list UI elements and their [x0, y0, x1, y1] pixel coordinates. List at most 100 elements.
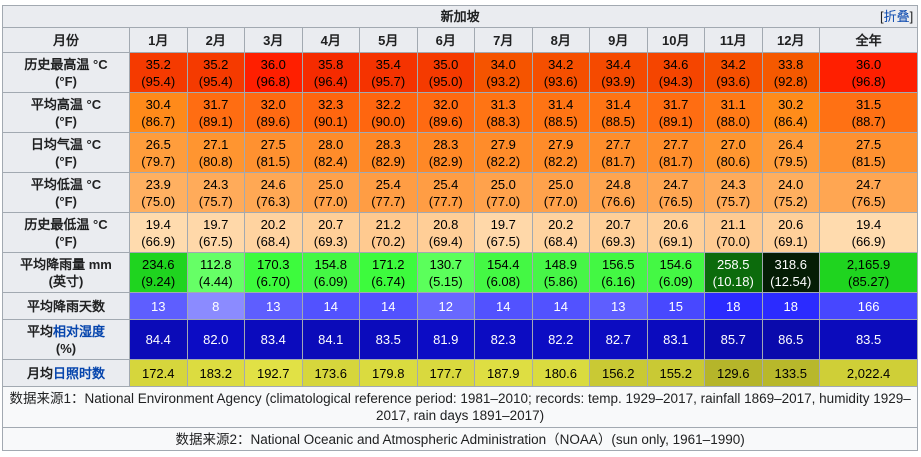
value-primary: 30.2 — [778, 96, 804, 112]
value-secondary: (77.7) — [371, 193, 406, 209]
value-cell: 83.1 — [646, 319, 705, 360]
row-label-text: 月均 — [26, 365, 53, 381]
value-primary: 177.7 — [429, 365, 463, 381]
value-primary: 27.0 — [720, 136, 746, 152]
row-label-link[interactable]: 相对湿度 — [53, 323, 106, 339]
row-label-line: 日均气温 °C — [30, 136, 102, 152]
row-label-line: 历史最低温 °C — [24, 216, 108, 232]
value-secondary: (93.6) — [716, 73, 751, 89]
value-secondary: (90.1) — [313, 113, 348, 129]
value-cell: 23.9 (75.0) — [129, 172, 188, 213]
value-cell: 24.8 (76.6) — [589, 172, 648, 213]
value-cell: 82.0 — [186, 319, 245, 360]
value-secondary: (81.7) — [658, 153, 693, 169]
value-cell: 35.2 (95.4) — [129, 52, 188, 93]
value-primary: 2,022.4 — [846, 365, 891, 381]
value-secondary: (88.7) — [851, 113, 886, 129]
value-cell: 26.5 (79.7) — [129, 132, 188, 173]
value-primary: 112.8 — [199, 256, 232, 272]
value-primary: 31.1 — [720, 96, 746, 112]
row-header: 平均低温 °C (°F) — [2, 172, 130, 213]
table-title: 新加坡 — [440, 9, 480, 24]
row-label-line: (°F) — [55, 193, 77, 209]
value-cell: 234.6 (9.24) — [129, 252, 188, 293]
value-cell: 34.4 (93.9) — [589, 52, 648, 93]
month-header: 5月 — [359, 27, 418, 53]
month-header: 3月 — [244, 27, 303, 53]
value-cell: 31.7 (89.1) — [186, 92, 245, 133]
value-secondary: (77.0) — [313, 193, 348, 209]
data-row: 平均相对湿度 (%) 84.4 82.0 83.4 84.1 83.5 81.9 82.3 82.… — [2, 319, 919, 360]
value-primary: 183.2 — [199, 365, 233, 381]
value-primary: 171.2 — [371, 256, 405, 272]
value-secondary: (88.5) — [543, 113, 578, 129]
value-primary: 24.0 — [778, 176, 804, 192]
value-secondary: (93.2) — [486, 73, 521, 89]
value-secondary: (79.5) — [773, 153, 808, 169]
value-secondary: (75.7) — [198, 193, 233, 209]
value-secondary: (76.3) — [256, 193, 291, 209]
value-primary: 154.6 — [659, 256, 693, 272]
data-row: 日均气温 °C (°F) 26.5 (79.7) 27.1 (80.8) 27.5 (81.5… — [2, 132, 919, 173]
source-note: 数据来源2：National Oceanic and Atmospheric A… — [1, 427, 919, 451]
value-cell: 25.0 (77.0) — [474, 172, 533, 213]
data-row: 平均高温 °C (°F) 30.4 (86.7) 31.7 (89.1) 32.0 (89.6… — [2, 92, 919, 133]
value-cell: 35.0 (95.0) — [416, 52, 475, 93]
value-primary: 27.1 — [203, 136, 229, 152]
collapse-toggle[interactable]: [折叠] — [879, 9, 914, 24]
value-primary: 19.7 — [490, 216, 516, 232]
value-cell: 14 — [474, 292, 533, 320]
value-secondary: (6.16) — [601, 273, 636, 289]
value-primary: 27.5 — [260, 136, 286, 152]
value-primary: 19.7 — [203, 216, 229, 232]
value-secondary: (67.5) — [486, 233, 521, 249]
value-primary: 155.2 — [659, 365, 693, 381]
value-primary: 156.5 — [601, 256, 635, 272]
value-primary: 2,165.9 — [846, 256, 891, 272]
value-cell: 32.0 (89.6) — [244, 92, 303, 133]
value-cell: 318.6 (12.54) — [761, 252, 820, 293]
value-primary: 35.2 — [145, 56, 171, 72]
value-cell: 85.7 — [704, 319, 763, 360]
value-secondary: (88.3) — [486, 113, 521, 129]
collapse-link[interactable]: 折叠 — [883, 9, 910, 24]
value-cell: 34.2 (93.6) — [531, 52, 590, 93]
source-note: 数据来源1：National Environment Agency (clima… — [1, 386, 919, 428]
value-primary: 14 — [496, 298, 511, 314]
value-secondary: (89.6) — [428, 113, 463, 129]
value-primary: 35.0 — [433, 56, 459, 72]
value-primary: 130.7 — [429, 256, 463, 272]
value-secondary: (80.8) — [198, 153, 233, 169]
value-cell: 27.1 (80.8) — [186, 132, 245, 173]
value-primary: 28.0 — [318, 136, 344, 152]
value-secondary: (76.5) — [851, 193, 886, 209]
value-primary: 12 — [438, 298, 453, 314]
value-primary: 21.1 — [720, 216, 746, 232]
value-cell: 28.0 (82.4) — [301, 132, 360, 173]
value-primary: 154.8 — [314, 256, 348, 272]
value-cell: 13 — [129, 292, 188, 320]
value-cell: 82.3 — [474, 319, 533, 360]
value-secondary: (69.1) — [773, 233, 808, 249]
value-primary: 179.8 — [371, 365, 405, 381]
value-cell: 154.6 (6.09) — [646, 252, 705, 293]
value-cell: 2,022.4 — [818, 359, 919, 387]
month-header: 9月 — [589, 27, 648, 53]
row-header: 历史最高温 °C (°F) — [2, 52, 130, 93]
value-primary: 82.7 — [605, 332, 631, 347]
value-secondary: (75.0) — [141, 193, 176, 209]
row-label-link[interactable]: 日照时数 — [53, 365, 106, 381]
month-header-row: 月份 1月 2月 3月 4月 5月 6月 7月 8月 9月 10月 11月 12月 全年 — [2, 27, 919, 53]
value-primary: 24.7 — [855, 176, 882, 192]
value-secondary: (95.0) — [428, 73, 463, 89]
value-primary: 82.3 — [490, 332, 516, 347]
value-primary: 187.9 — [486, 365, 520, 381]
value-secondary: (82.4) — [313, 153, 348, 169]
data-row: 月均日照时数 172.4 183.2 192.7 173.6 179.8 177.7 187.… — [2, 359, 919, 387]
value-cell: 86.5 — [761, 319, 820, 360]
value-secondary: (69.3) — [313, 233, 348, 249]
value-primary: 25.4 — [375, 176, 401, 192]
value-cell: 32.2 (90.0) — [359, 92, 418, 133]
value-primary: 82.2 — [548, 332, 574, 347]
value-secondary: (75.2) — [773, 193, 808, 209]
